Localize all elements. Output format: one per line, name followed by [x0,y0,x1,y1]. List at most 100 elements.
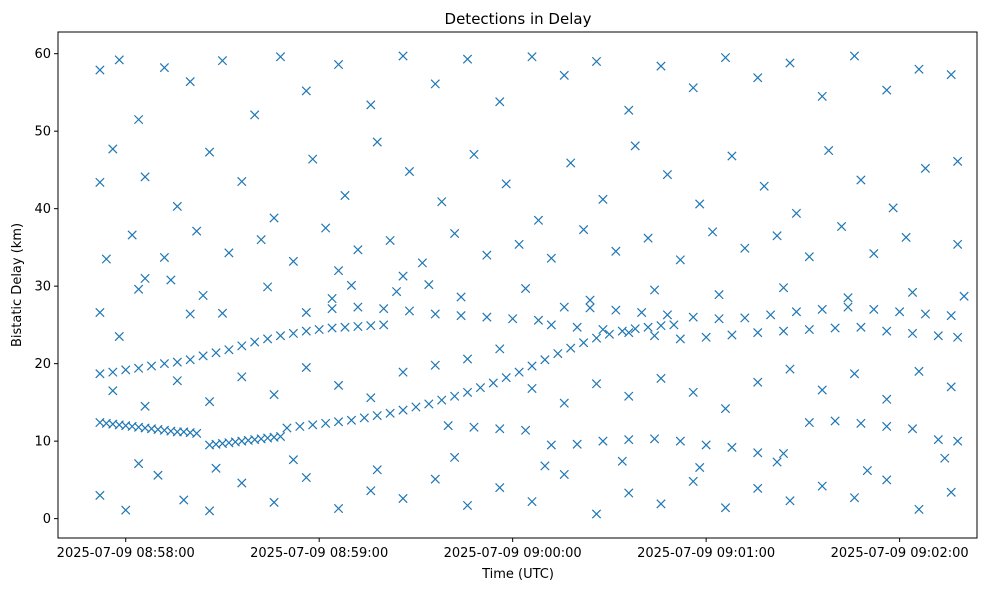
data-point [656,321,666,331]
data-point [140,401,150,411]
data-point [133,114,144,125]
data-point [785,496,795,506]
data-point [598,194,608,204]
data-point [662,310,673,320]
data-point [914,64,924,74]
y-axis-label: Bistatic Delay (km) [10,223,25,347]
data-point [772,231,782,241]
data-point [591,333,602,343]
data-point [469,422,479,432]
data-point [643,322,653,332]
data-point [462,54,473,64]
data-point [656,61,666,71]
data-point [843,293,853,303]
data-point [379,304,389,314]
data-point [159,359,170,369]
data-point [527,361,537,371]
data-point [398,367,408,377]
data-point [714,290,724,300]
data-point [882,326,892,336]
data-point [533,315,544,325]
data-point [714,314,724,324]
data-point [753,448,763,458]
data-point [275,331,286,341]
data-point [275,431,286,442]
data-point [308,420,318,430]
data-point [372,410,382,421]
data-point [185,355,195,365]
data-point [585,295,595,305]
data-point [172,427,182,437]
data-point [727,442,737,452]
data-point [566,158,576,168]
data-point [817,91,827,101]
data-point [688,83,698,93]
data-point [256,235,266,245]
data-point [688,387,698,397]
data-point [766,310,776,320]
data-point [649,434,660,444]
x-tick-label: 2025-07-09 09:01:00 [637,546,775,561]
data-point [217,56,228,66]
data-point [959,291,969,301]
data-point [340,322,350,332]
data-point [288,455,299,465]
data-point [250,337,260,347]
data-point [624,488,634,498]
data-point [701,440,711,450]
data-point [953,436,963,446]
data-point [217,308,228,318]
data-point [398,271,408,281]
data-point [817,481,827,491]
data-point [514,367,524,377]
data-point [101,254,111,264]
data-point [946,310,956,321]
data-point [624,328,634,338]
data-point [630,324,640,334]
data-point [817,385,827,395]
data-point [637,307,647,318]
data-point [301,307,311,318]
data-point [204,147,215,157]
x-axis-label: Time (UTC) [481,567,554,582]
data-point [882,421,892,432]
data-point [914,366,924,377]
data-point [327,304,337,314]
data-point [333,380,344,390]
data-point [359,413,369,423]
data-point [546,253,556,263]
data-point [495,424,505,434]
data-point [778,283,789,293]
data-point [372,137,382,147]
y-tick-label: 20 [34,357,51,372]
data-point [940,453,950,463]
data-point [449,391,460,401]
data-point [121,505,131,515]
x-tick-label: 2025-07-09 08:58:00 [57,546,195,561]
data-point [559,398,569,408]
data-point [346,280,357,291]
data-point [662,169,673,180]
data-point [559,70,569,81]
data-point [204,396,215,407]
data-point [172,201,182,211]
data-point [688,312,698,322]
data-point [204,506,215,516]
data-point [495,344,505,354]
data-point [753,377,763,387]
data-point [192,226,202,236]
data-point [411,402,421,412]
data-point [566,343,576,353]
data-point [907,424,918,434]
data-point [533,215,544,225]
data-point [250,110,260,120]
data-point [301,362,311,373]
data-point [824,145,834,156]
data-point [611,246,621,256]
data-point [153,470,163,480]
data-point [501,372,511,383]
data-point [95,369,105,379]
data-point [327,293,337,304]
data-point [907,328,918,339]
data-point [675,255,685,265]
